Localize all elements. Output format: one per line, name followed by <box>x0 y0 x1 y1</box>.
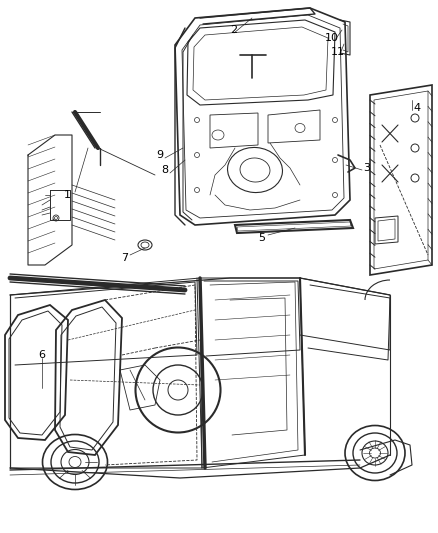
Text: 3: 3 <box>364 163 371 173</box>
Text: 8: 8 <box>162 165 169 175</box>
Text: 6: 6 <box>39 350 46 360</box>
Text: 10: 10 <box>325 33 339 43</box>
Text: 2: 2 <box>230 25 237 35</box>
Text: 4: 4 <box>413 103 420 113</box>
Text: 9: 9 <box>156 150 163 160</box>
Text: 11: 11 <box>331 47 345 57</box>
Text: 7: 7 <box>121 253 129 263</box>
Text: 5: 5 <box>258 233 265 243</box>
Text: 1: 1 <box>64 190 71 200</box>
